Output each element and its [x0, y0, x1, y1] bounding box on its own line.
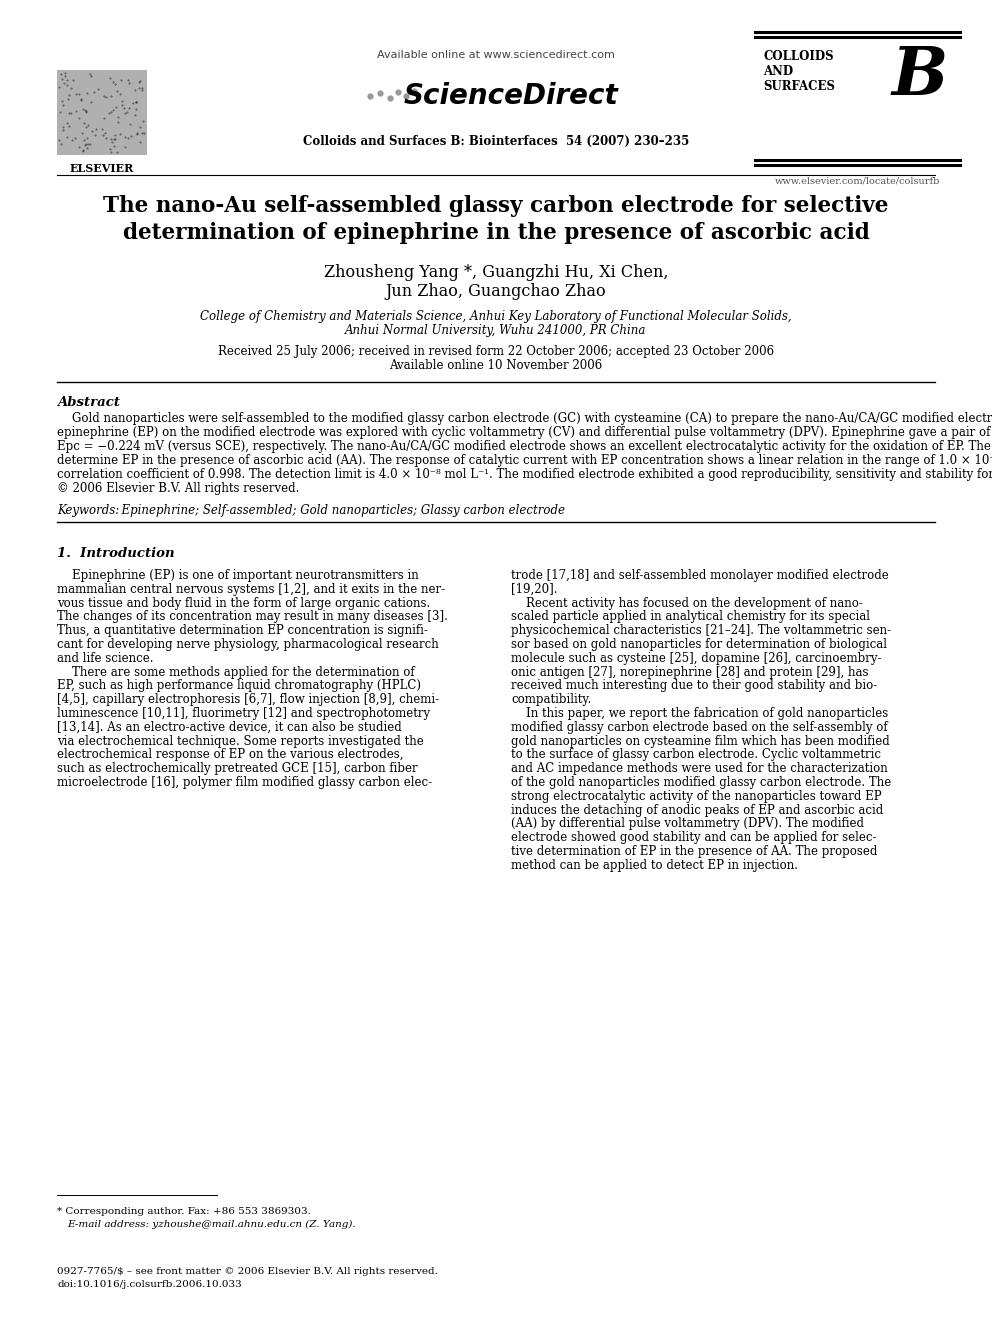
Text: EP, such as high performance liquid chromatography (HPLC): EP, such as high performance liquid chro… — [57, 680, 421, 692]
Text: molecule such as cysteine [25], dopamine [26], carcinoembry-: molecule such as cysteine [25], dopamine… — [511, 652, 882, 664]
Text: © 2006 Elsevier B.V. All rights reserved.: © 2006 Elsevier B.V. All rights reserved… — [57, 482, 300, 495]
Text: Keywords:: Keywords: — [57, 504, 119, 517]
Text: to the surface of glassy carbon electrode. Cyclic voltammetric: to the surface of glassy carbon electrod… — [511, 749, 881, 762]
Text: Thus, a quantitative determination EP concentration is signifi-: Thus, a quantitative determination EP co… — [57, 624, 428, 638]
Text: physicochemical characteristics [21–24]. The voltammetric sen-: physicochemical characteristics [21–24].… — [511, 624, 891, 638]
Bar — [57, 70, 147, 155]
Text: E-mail address: yzhoushe@mail.ahnu.edu.cn (Z. Yang).: E-mail address: yzhoushe@mail.ahnu.edu.c… — [67, 1220, 355, 1229]
Text: Epc = −0.224 mV (versus SCE), respectively. The nano-Au/CA/GC modified electrode: Epc = −0.224 mV (versus SCE), respective… — [57, 441, 992, 452]
Text: The nano-Au self-assembled glassy carbon electrode for selective: The nano-Au self-assembled glassy carbon… — [103, 194, 889, 217]
Text: correlation coefficient of 0.998. The detection limit is 4.0 × 10⁻⁸ mol L⁻¹. The: correlation coefficient of 0.998. The de… — [57, 468, 992, 482]
Text: epinephrine (EP) on the modified electrode was explored with cyclic voltammetry : epinephrine (EP) on the modified electro… — [57, 426, 992, 439]
Text: [13,14]. As an electro-active device, it can also be studied: [13,14]. As an electro-active device, it… — [57, 721, 402, 734]
Text: method can be applied to detect EP in injection.: method can be applied to detect EP in in… — [511, 859, 798, 872]
Text: scaled particle applied in analytical chemistry for its special: scaled particle applied in analytical ch… — [511, 610, 870, 623]
Text: vous tissue and body fluid in the form of large organic cations.: vous tissue and body fluid in the form o… — [57, 597, 431, 610]
Text: College of Chemistry and Materials Science, Anhui Key Laboratory of Functional M: College of Chemistry and Materials Scien… — [200, 310, 792, 323]
Text: luminescence [10,11], fluorimetry [12] and spectrophotometry: luminescence [10,11], fluorimetry [12] a… — [57, 706, 431, 720]
Text: Available online at www.sciencedirect.com: Available online at www.sciencedirect.co… — [377, 50, 615, 60]
Text: 0927-7765/$ – see front matter © 2006 Elsevier B.V. All rights reserved.: 0927-7765/$ – see front matter © 2006 El… — [57, 1267, 437, 1275]
Text: Jun Zhao, Guangchao Zhao: Jun Zhao, Guangchao Zhao — [386, 283, 606, 300]
Text: and AC impedance methods were used for the characterization: and AC impedance methods were used for t… — [511, 762, 888, 775]
Text: In this paper, we report the fabrication of gold nanoparticles: In this paper, we report the fabrication… — [511, 706, 888, 720]
Text: cant for developing nerve physiology, pharmacological research: cant for developing nerve physiology, ph… — [57, 638, 438, 651]
Text: trode [17,18] and self-assembled monolayer modified electrode: trode [17,18] and self-assembled monolay… — [511, 569, 889, 582]
Text: There are some methods applied for the determination of: There are some methods applied for the d… — [57, 665, 415, 679]
Text: 1.  Introduction: 1. Introduction — [57, 546, 175, 560]
Text: doi:10.1016/j.colsurfb.2006.10.033: doi:10.1016/j.colsurfb.2006.10.033 — [57, 1279, 242, 1289]
Text: and life science.: and life science. — [57, 652, 154, 664]
Text: COLLOIDS: COLLOIDS — [763, 50, 833, 64]
Text: Abstract: Abstract — [57, 396, 120, 409]
Text: The changes of its concentration may result in many diseases [3].: The changes of its concentration may res… — [57, 610, 447, 623]
Text: onic antigen [27], norepinephrine [28] and protein [29], has: onic antigen [27], norepinephrine [28] a… — [511, 665, 869, 679]
Text: strong electrocatalytic activity of the nanoparticles toward EP: strong electrocatalytic activity of the … — [511, 790, 882, 803]
Text: ScienceDirect: ScienceDirect — [404, 82, 618, 110]
Text: determine EP in the presence of ascorbic acid (AA). The response of catalytic cu: determine EP in the presence of ascorbic… — [57, 454, 992, 467]
Text: * Corresponding author. Fax: +86 553 3869303.: * Corresponding author. Fax: +86 553 386… — [57, 1207, 310, 1216]
Text: ELSEVIER: ELSEVIER — [69, 163, 134, 175]
Text: [4,5], capillary electrophoresis [6,7], flow injection [8,9], chemi-: [4,5], capillary electrophoresis [6,7], … — [57, 693, 439, 706]
Text: induces the detaching of anodic peaks of EP and ascorbic acid: induces the detaching of anodic peaks of… — [511, 803, 883, 816]
Text: tive determination of EP in the presence of AA. The proposed: tive determination of EP in the presence… — [511, 845, 877, 859]
Text: Available online 10 November 2006: Available online 10 November 2006 — [390, 359, 602, 372]
Text: of the gold nanoparticles modified glassy carbon electrode. The: of the gold nanoparticles modified glass… — [511, 777, 891, 789]
Text: microelectrode [16], polymer film modified glassy carbon elec-: microelectrode [16], polymer film modifi… — [57, 777, 433, 789]
Text: such as electrochemically pretreated GCE [15], carbon fiber: such as electrochemically pretreated GCE… — [57, 762, 418, 775]
Text: Received 25 July 2006; received in revised form 22 October 2006; accepted 23 Oct: Received 25 July 2006; received in revis… — [218, 345, 774, 359]
Text: gold nanoparticles on cysteamine film which has been modified: gold nanoparticles on cysteamine film wh… — [511, 734, 890, 747]
Text: Zhousheng Yang *, Guangzhi Hu, Xi Chen,: Zhousheng Yang *, Guangzhi Hu, Xi Chen, — [323, 265, 669, 280]
Text: Gold nanoparticles were self-assembled to the modified glassy carbon electrode (: Gold nanoparticles were self-assembled t… — [57, 411, 992, 425]
Text: Epinephrine; Self-assembled; Gold nanoparticles; Glassy carbon electrode: Epinephrine; Self-assembled; Gold nanopa… — [114, 504, 565, 517]
Text: received much interesting due to their good stability and bio-: received much interesting due to their g… — [511, 680, 877, 692]
Text: Anhui Normal University, Wuhu 241000, PR China: Anhui Normal University, Wuhu 241000, PR… — [345, 324, 647, 337]
Text: [19,20].: [19,20]. — [511, 583, 558, 595]
Text: electrode showed good stability and can be applied for selec-: electrode showed good stability and can … — [511, 831, 877, 844]
Text: Epinephrine (EP) is one of important neurotransmitters in: Epinephrine (EP) is one of important neu… — [57, 569, 419, 582]
Text: SURFACES: SURFACES — [763, 79, 835, 93]
Text: (AA) by differential pulse voltammetry (DPV). The modified: (AA) by differential pulse voltammetry (… — [511, 818, 864, 831]
Text: mammalian central nervous systems [1,2], and it exits in the ner-: mammalian central nervous systems [1,2],… — [57, 583, 445, 595]
Text: Recent activity has focused on the development of nano-: Recent activity has focused on the devel… — [511, 597, 863, 610]
Text: via electrochemical technique. Some reports investigated the: via electrochemical technique. Some repo… — [57, 734, 424, 747]
Text: determination of epinephrine in the presence of ascorbic acid: determination of epinephrine in the pres… — [123, 222, 869, 243]
Text: www.elsevier.com/locate/colsurfb: www.elsevier.com/locate/colsurfb — [775, 176, 940, 185]
Text: AND: AND — [763, 65, 794, 78]
Text: modified glassy carbon electrode based on the self-assembly of: modified glassy carbon electrode based o… — [511, 721, 888, 734]
Text: electrochemical response of EP on the various electrodes,: electrochemical response of EP on the va… — [57, 749, 404, 762]
Text: sor based on gold nanoparticles for determination of biological: sor based on gold nanoparticles for dete… — [511, 638, 887, 651]
Text: Colloids and Surfaces B: Biointerfaces  54 (2007) 230–235: Colloids and Surfaces B: Biointerfaces 5… — [303, 135, 689, 148]
Text: compatibility.: compatibility. — [511, 693, 591, 706]
Text: B: B — [892, 44, 948, 108]
